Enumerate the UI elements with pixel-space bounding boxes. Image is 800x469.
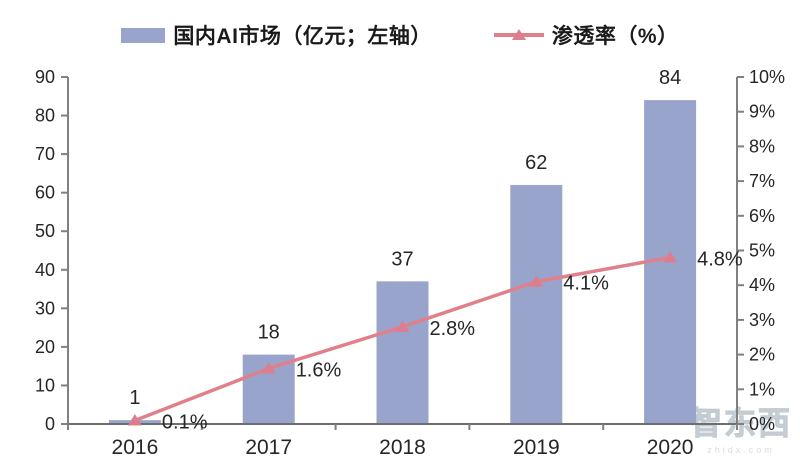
legend-label-penetration: 渗透率（%） xyxy=(551,25,679,48)
right-axis-tick-label: 8% xyxy=(749,136,775,156)
right-axis-tick-label: 6% xyxy=(749,206,775,226)
left-axis-tick-label: 40 xyxy=(35,260,55,280)
x-axis-label-2017: 2017 xyxy=(245,436,292,459)
bar-series-swatch-icon xyxy=(121,27,166,43)
right-axis-tick-label: 10% xyxy=(749,67,785,87)
left-axis-tick-label: 60 xyxy=(35,183,55,203)
x-axis-label-2018: 2018 xyxy=(379,436,426,459)
right-axis-tick-label: 5% xyxy=(749,241,775,261)
right-axis-tick-label: 7% xyxy=(749,171,775,191)
x-axis-label-2016: 2016 xyxy=(112,436,159,459)
line-value-label-2018: 2.8% xyxy=(430,318,476,340)
right-axis-tick-label: 1% xyxy=(749,379,775,399)
bar-value-label-2016: 1 xyxy=(129,387,140,409)
left-axis-tick-label: 50 xyxy=(35,221,55,241)
right-axis-tick-label: 3% xyxy=(749,310,775,330)
right-axis-tick-label: 2% xyxy=(749,345,775,365)
legend-label-ai-market: 国内AI市场（亿元；左轴） xyxy=(173,25,432,48)
line-marker-2018 xyxy=(395,320,410,332)
line-value-label-2019: 4.1% xyxy=(563,273,609,295)
left-axis-tick-label: 10 xyxy=(35,375,55,395)
line-series-swatch-icon xyxy=(493,27,544,43)
legend-item-ai-market: 国内AI市场（亿元；左轴） xyxy=(121,20,432,50)
bar-2019 xyxy=(510,184,563,424)
line-value-label-2016: 0.1% xyxy=(162,412,208,434)
left-axis-tick-label: 20 xyxy=(35,337,55,357)
line-value-label-2020: 4.8% xyxy=(697,248,743,270)
right-axis-tick-label: 4% xyxy=(749,275,775,295)
legend-item-penetration: 渗透率（%） xyxy=(493,20,679,50)
line-marker-2019 xyxy=(529,275,544,287)
left-axis-tick-label: 70 xyxy=(35,144,55,164)
watermark-subtitle: zhidx.com xyxy=(707,445,775,455)
left-axis-tick-label: 80 xyxy=(35,106,55,126)
legend: 国内AI市场（亿元；左轴） 渗透率（%） xyxy=(30,20,770,50)
left-axis-tick-label: 30 xyxy=(35,298,55,318)
left-axis-tick-label: 90 xyxy=(35,67,55,87)
line-value-label-2017: 1.6% xyxy=(296,359,342,381)
bar-2018 xyxy=(376,281,429,424)
left-axis-tick-label: 0 xyxy=(45,414,55,434)
line-marker-2016 xyxy=(127,414,142,426)
line-marker-2017 xyxy=(261,361,276,374)
bar-value-label-2020: 84 xyxy=(659,67,681,89)
bar-value-label-2019: 62 xyxy=(525,152,547,174)
bar-value-label-2018: 37 xyxy=(391,248,413,270)
line-marker-2020 xyxy=(663,250,678,263)
right-axis-tick-label: 9% xyxy=(749,102,775,122)
bar-value-label-2017: 18 xyxy=(258,322,280,344)
right-axis-tick-label: 0% xyxy=(749,414,775,434)
x-axis-label-2019: 2019 xyxy=(513,436,560,459)
x-axis-label-2020: 2020 xyxy=(647,436,694,459)
